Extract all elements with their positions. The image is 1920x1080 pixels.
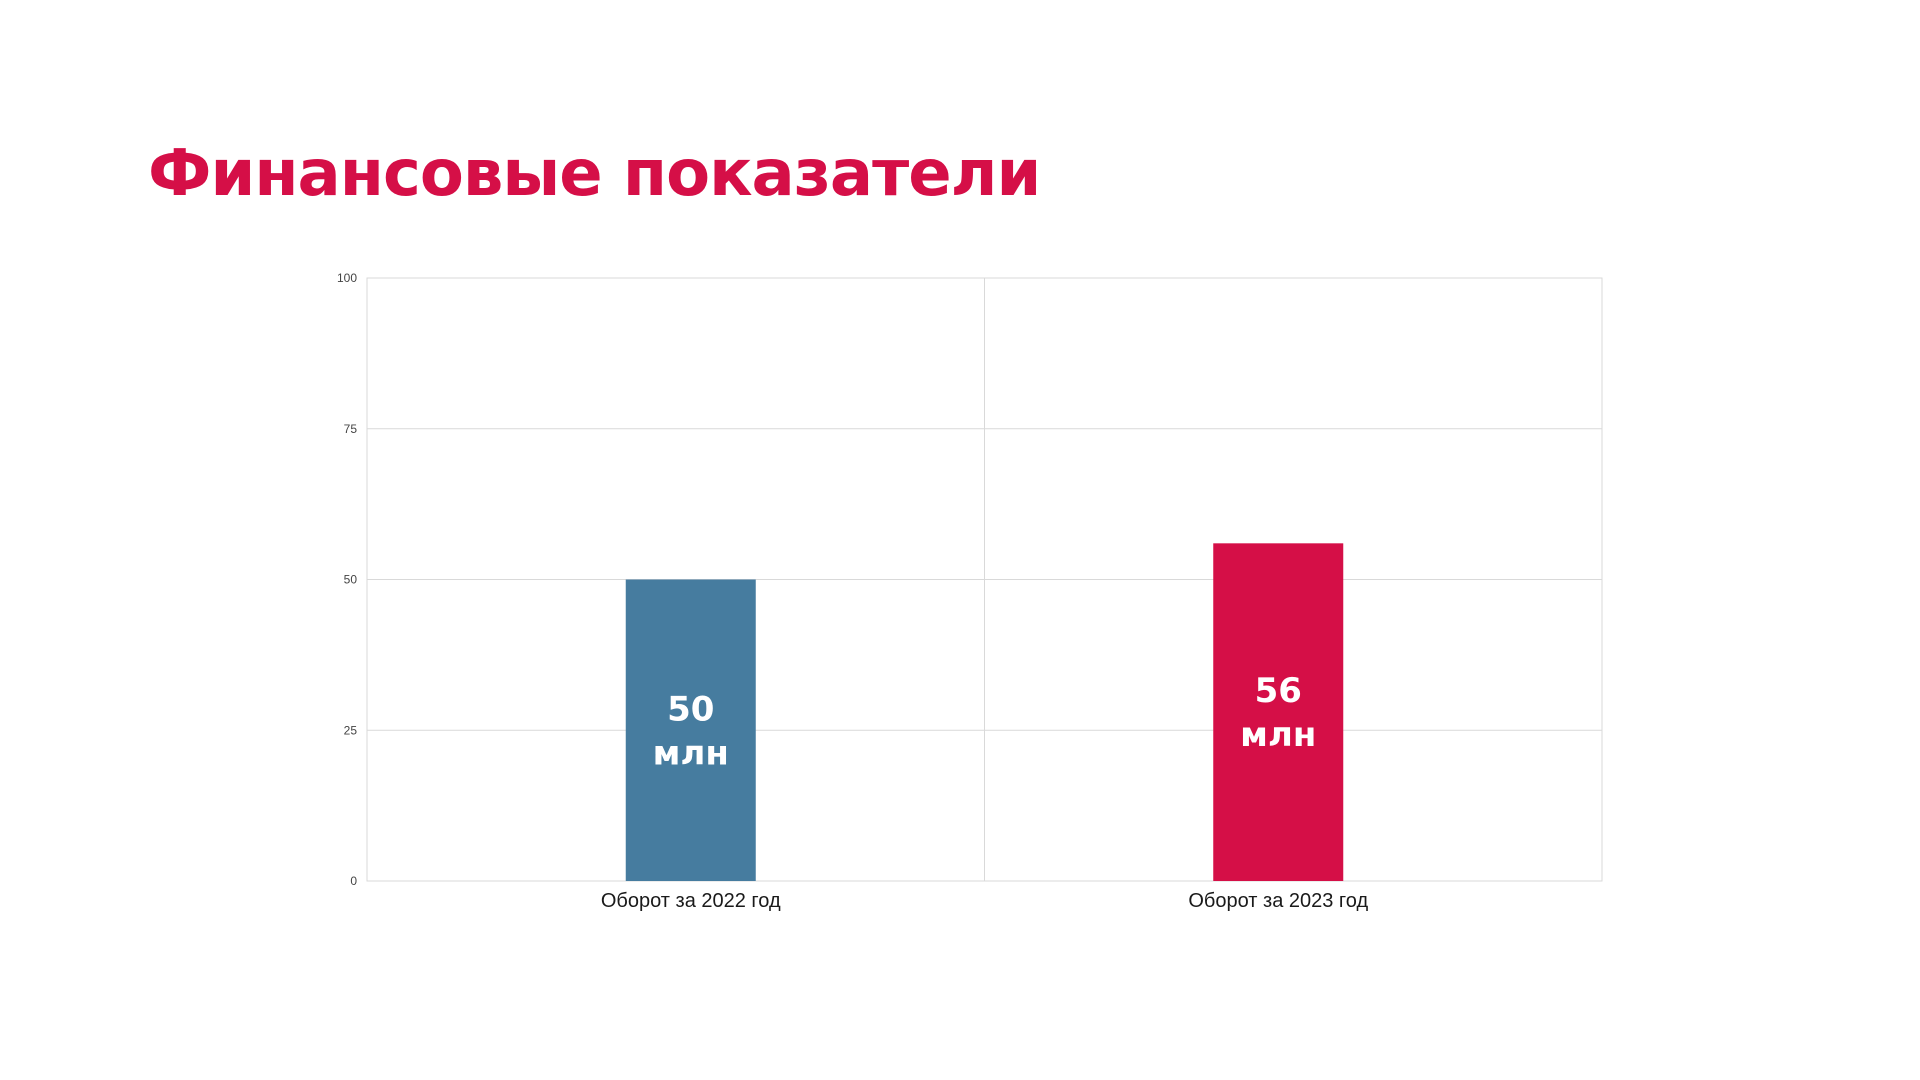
bar-value-label: 50 [667, 689, 714, 729]
chart-grid [366, 277, 1603, 882]
chart-y-axis: 0 25 50 75 100 [337, 271, 357, 888]
y-tick-label: 100 [337, 271, 357, 285]
x-category-label: Оборот за 2022 год [601, 890, 781, 912]
y-tick-label: 25 [344, 723, 358, 737]
bar-1 [625, 579, 756, 881]
y-tick-label: 50 [344, 573, 358, 587]
y-tick-label: 75 [344, 422, 358, 436]
y-tick-label: 0 [350, 874, 357, 888]
bar-unit-label: млн [653, 733, 729, 773]
bar-value-label: 56 [1255, 671, 1302, 711]
slide-title: Финансовые показатели [148, 137, 1041, 211]
bar-unit-label: млн [1240, 715, 1316, 755]
chart-x-axis: Оборот за 2022 год Оборот за 2023 год [601, 890, 1369, 912]
chart-bars [625, 543, 1344, 881]
x-category-label: Оборот за 2023 год [1188, 890, 1368, 912]
bar-2 [1213, 543, 1344, 881]
